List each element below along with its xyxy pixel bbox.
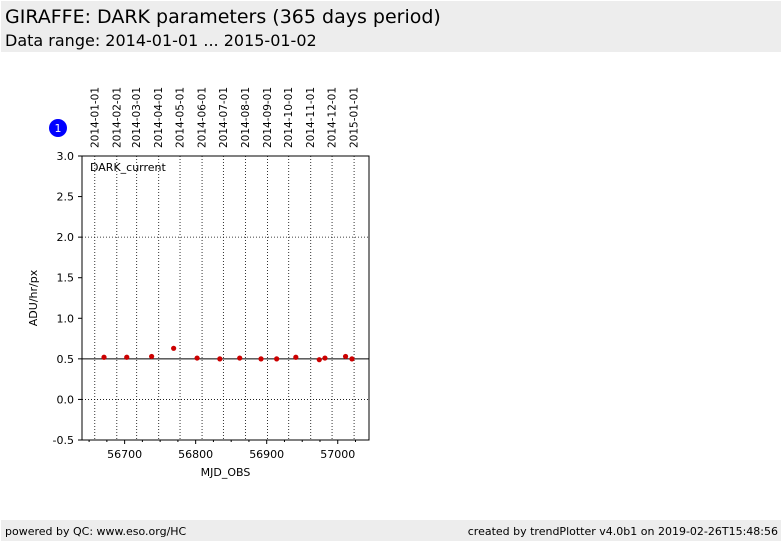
panel-badge-number: 1 [55,122,62,135]
x-tick-label: 56700 [107,448,142,461]
y-tick-label: 2.5 [57,191,75,204]
x-axis-label: MJD_OBS [201,466,251,479]
date-tick-label: 2014-10-01 [283,87,295,148]
points-layer [101,345,355,363]
footer-generator: created by trendPlotter v4.0b1 on 2019-0… [467,525,778,538]
data-range-subtitle: Data range: 2014-01-01 ... 2015-01-02 [5,31,317,50]
date-tick-label: 2014-08-01 [240,87,252,148]
date-tick-label: 2014-07-01 [218,87,230,148]
data-point [237,355,243,361]
ticks-layer: -0.5 0.0 0.5 1.0 1.5 2.0 2.5 3.0 56700 56800 56900… [53,150,357,461]
y-tick-label: 1.0 [57,312,75,325]
data-point [101,354,107,360]
data-point [217,356,223,362]
date-tick-label: 2014-01-01 [89,87,101,148]
date-tick-label: 2014-09-01 [262,87,274,148]
date-tick-label: 2014-12-01 [327,87,339,148]
data-point [194,355,200,361]
data-point [274,356,280,362]
data-point [171,345,177,351]
date-tick-label: 2014-02-01 [111,87,123,148]
chart-annotation: DARK_current [90,161,167,174]
data-point [293,354,299,360]
date-tick-label: 2014-05-01 [175,87,187,148]
date-tick-label: 2014-11-01 [305,87,317,148]
data-point [342,353,349,360]
y-tick-label: 0.5 [57,353,75,366]
y-axis-label: ADU/hr/px [27,269,40,326]
date-tick-label: 2014-03-01 [131,87,143,148]
x-tick-label: 56900 [249,448,284,461]
y-tick-label: -0.5 [53,434,74,447]
y-tick-label: 3.0 [57,150,75,163]
plot-frame [81,155,370,441]
grid-layer [82,156,369,440]
y-tick-label: 2.0 [57,231,75,244]
y-tick-label: 1.5 [57,272,75,285]
panel-badge-icon [49,119,67,137]
footer-band: powered by QC: www.eso.org/HC created by… [1,520,781,541]
date-tick-label: 2015-01-01 [349,87,361,148]
data-point [322,355,328,361]
header-band: GIRAFFE: DARK parameters (365 days perio… [1,1,781,52]
date-tick-label: 2014-06-01 [197,87,209,148]
page-title: GIRAFFE: DARK parameters (365 days perio… [5,6,441,28]
y-tick-label: 0.0 [57,393,75,406]
data-point [316,357,322,363]
footer-credit: powered by QC: www.eso.org/HC [5,525,187,538]
data-point [124,354,130,360]
x-tick-label: 57000 [320,448,355,461]
date-tick-label: 2014-04-01 [153,87,165,148]
date-labels-layer: 2014-01-01 2014-02-01 2014-03-01 2014-04-01… [89,87,360,148]
data-point [258,356,264,362]
data-point [349,356,355,362]
x-tick-label: 56800 [178,448,213,461]
data-point [149,353,155,360]
